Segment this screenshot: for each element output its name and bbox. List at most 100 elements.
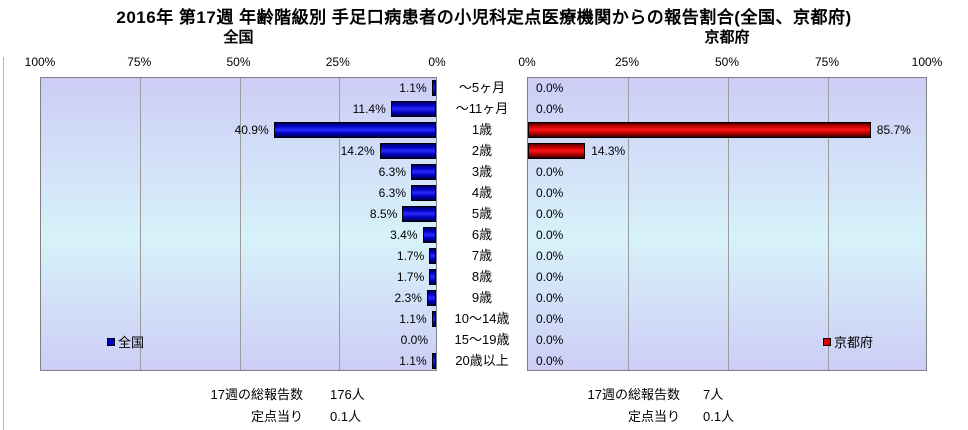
summary-total-value-kyoto: 7人 [703,387,724,402]
bar-row-nationwide: 1.1% [41,351,436,372]
axis-tick-label-nationwide: 50% [226,55,251,69]
summary-total-label-kyoto: 17週の総報告数 [587,387,680,402]
plot-area-nationwide: 1.1% 11.4% 40.9% 14.2% 6.3% 6.3% 8.5% 3.4% 1.7% 1… [40,77,437,371]
category-label: 5歳 [471,206,493,221]
category-label: 8歳 [471,269,493,284]
bar-row-kyoto: 0.0% [528,309,926,330]
category-label: 2歳 [471,143,493,158]
value-label-nationwide: 1.1% [399,81,427,95]
value-label-nationwide: 11.4% [352,102,386,116]
bar-nationwide [422,227,436,243]
gridline [728,78,729,370]
bar-kyoto [528,122,871,138]
bar-row-kyoto: 0.0% [528,330,926,351]
summary-total-value-nationwide: 176人 [330,387,365,402]
gridline [628,78,629,370]
axis-tick-label-kyoto: 50% [714,55,740,69]
category-label: 3歳 [471,164,493,179]
axis-tick-label-nationwide: 0% [428,55,446,69]
value-label-nationwide: 6.3% [378,165,406,179]
bar-nationwide [390,101,436,117]
bar-row-nationwide: 1.1% [41,309,436,330]
legend-nationwide: 全国 [107,332,144,351]
summary-per-site-label-kyoto: 定点当り [627,409,680,424]
value-label-nationwide: 0.0% [400,333,428,347]
bar-nationwide [273,122,436,138]
gridline [240,78,241,370]
gridline [828,78,829,370]
axis-tick-label-kyoto: 75% [814,55,840,69]
value-label-kyoto: 0.0% [536,228,564,242]
axis-tick-label-nationwide: 25% [325,55,350,69]
bar-row-kyoto: 0.0% [528,267,926,288]
bar-nationwide [431,353,436,369]
value-label-kyoto: 0.0% [536,186,564,200]
bar-nationwide [429,248,436,264]
category-label: 10～14歳 [454,311,510,326]
chart-left-edge-line [3,57,4,430]
axis-tick-label-kyoto: 100% [911,55,943,69]
chart-title: 2016年 第17週 年齢階級別 手足口病患者の小児科定点医療機関からの報告割合… [116,8,852,27]
value-label-nationwide: 40.9% [234,123,269,137]
bar-row-nationwide: 1.7% [41,267,436,288]
bar-row-nationwide: 8.5% [41,204,436,225]
value-label-nationwide: 6.3% [378,186,406,200]
bar-row-kyoto: 0.0% [528,99,926,120]
bar-nationwide [431,311,436,327]
category-label: 6歳 [471,227,493,242]
value-label-kyoto: 0.0% [536,102,564,116]
legend-swatch-nationwide [107,337,115,346]
category-label: 20歳以上 [455,353,509,368]
value-label-kyoto: 0.0% [536,207,564,221]
legend-label-kyoto: 京都府 [834,335,874,350]
bar-row-nationwide: 1.7% [41,246,436,267]
value-label-nationwide: 2.3% [394,291,422,305]
axis-tick-label-kyoto: 25% [614,55,640,69]
value-label-kyoto: 0.0% [536,354,564,368]
bar-row-nationwide: 6.3% [41,162,436,183]
category-label: 1歳 [471,122,493,137]
bar-row-kyoto: 0.0% [528,162,926,183]
value-label-nationwide: 14.2% [340,144,375,158]
value-label-kyoto: 0.0% [536,291,564,305]
summary-per-site-value-kyoto: 0.1人 [703,409,735,424]
bar-nationwide [402,206,436,222]
category-label: 15～19歳 [454,332,510,347]
bar-kyoto [528,143,586,159]
bar-row-kyoto: 0.0% [528,204,926,225]
legend-swatch-kyoto [823,337,831,346]
legend-kyoto: 京都府 [823,332,873,351]
value-label-kyoto: 0.0% [536,249,564,263]
bar-nationwide [411,185,436,201]
bar-row-kyoto: 0.0% [528,288,926,309]
axis-tick-label-kyoto: 0% [518,55,536,69]
bar-row-kyoto: 0.0% [528,246,926,267]
bar-row-nationwide: 11.4% [41,99,436,120]
value-label-kyoto: 0.0% [536,312,564,326]
bar-nationwide [431,80,436,96]
value-label-nationwide: 1.7% [396,249,425,263]
bar-nationwide [379,143,436,159]
bar-nationwide [411,164,436,180]
bar-row-nationwide: 14.2% [41,141,436,162]
bar-row-kyoto: 14.3% [528,141,926,162]
value-label-kyoto: 0.0% [536,270,564,284]
bar-row-nationwide: 6.3% [41,183,436,204]
legend-label-nationwide: 全国 [118,335,145,350]
value-label-nationwide: 1.1% [399,312,427,326]
plot-area-kyoto: 0.0% 0.0% 85.7% 14.3% 0.0% 0.0% 0.0% 0.0% 0.0% 0.… [527,77,927,371]
category-label: 4歳 [471,185,493,200]
bar-row-kyoto: 85.7% [528,120,926,141]
gridline [140,78,141,370]
value-label-kyoto: 0.0% [536,165,564,179]
bar-nationwide [426,290,436,306]
value-label-kyoto: 14.3% [591,144,626,158]
value-label-nationwide: 1.1% [399,354,427,368]
summary-per-site-label-nationwide: 定点当り [250,409,303,424]
axis-tick-label-nationwide: 100% [24,55,56,69]
bar-row-nationwide: 1.1% [41,78,436,99]
summary-per-site-value-nationwide: 0.1人 [330,409,362,424]
axis-tick-label-nationwide: 75% [127,55,152,69]
bar-row-nationwide: 3.4% [41,225,436,246]
